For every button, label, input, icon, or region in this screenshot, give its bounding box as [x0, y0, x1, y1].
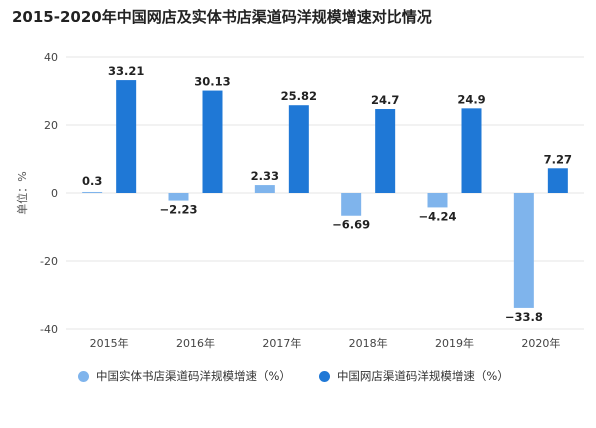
- x-tick-label: 2018年: [349, 336, 388, 350]
- bar-online-store[interactable]: [461, 108, 482, 193]
- x-tick-label: 2019年: [435, 336, 474, 350]
- bar-online-store[interactable]: [375, 109, 396, 193]
- data-label: 7.27: [544, 152, 572, 166]
- legend-item-physical[interactable]: 中国实体书店渠道码洋规模增速（%）: [78, 368, 291, 384]
- data-label: −6.69: [332, 218, 370, 232]
- x-axis-ticks: 2015年 2016年 2017年 2018年 2019年 2020年: [90, 336, 561, 350]
- data-label: 24.9: [457, 92, 485, 106]
- data-label: 2.33: [251, 169, 279, 183]
- legend-label-online: 中国网店渠道码洋规模增速（%）: [336, 369, 509, 383]
- bar-online-store[interactable]: [288, 105, 309, 193]
- y-tick-label: 0: [51, 187, 58, 200]
- y-tick-label: 20: [44, 119, 58, 132]
- y-axis-ticks: 40 20 0 -20 -40: [40, 51, 58, 336]
- bar-physical-store[interactable]: [82, 191, 103, 193]
- legend-swatch-online: [318, 370, 330, 382]
- y-tick-label: -20: [40, 255, 58, 268]
- bar-physical-store[interactable]: [513, 193, 534, 308]
- data-label: 33.21: [108, 64, 144, 78]
- legend: 中国实体书店渠道码洋规模增速（%） 中国网店渠道码洋规模增速（%）: [78, 368, 537, 384]
- x-tick-label: 2015年: [90, 336, 129, 350]
- legend-swatch-physical: [78, 370, 89, 382]
- legend-item-online[interactable]: 中国网店渠道码洋规模增速（%）: [318, 368, 509, 384]
- data-label: −2.23: [159, 203, 197, 217]
- data-label: 0.3: [82, 174, 102, 188]
- y-axis-label: 单位：%: [15, 171, 29, 214]
- bars: [82, 80, 568, 308]
- bar-online-store[interactable]: [547, 168, 568, 193]
- bar-physical-store[interactable]: [254, 185, 275, 193]
- x-tick-label: 2016年: [176, 336, 215, 350]
- data-label: 30.13: [194, 75, 230, 89]
- y-tick-label: 40: [44, 51, 58, 64]
- bar-physical-store[interactable]: [341, 193, 362, 216]
- gridlines: [66, 56, 584, 330]
- bar-online-store[interactable]: [116, 80, 137, 193]
- y-tick-label: -40: [40, 323, 58, 336]
- data-label: 24.7: [371, 93, 399, 107]
- data-label: 25.82: [281, 89, 317, 103]
- bar-online-store[interactable]: [202, 90, 223, 193]
- data-label: −33.8: [505, 310, 543, 324]
- data-label: −4.24: [418, 209, 456, 223]
- bar-physical-store[interactable]: [427, 193, 448, 208]
- legend-label-physical: 中国实体书店渠道码洋规模增速（%）: [96, 369, 291, 383]
- chart-title: 2015-2020年中国网店及实体书店渠道码洋规模增速对比情况: [12, 8, 432, 26]
- data-labels: 0.3 33.21 −2.23 30.13 2.33 25.82 −6.69 24.7 −4.2…: [82, 64, 572, 324]
- x-tick-label: 2017年: [262, 336, 301, 350]
- bar-physical-store[interactable]: [168, 193, 189, 201]
- x-tick-label: 2020年: [521, 336, 560, 350]
